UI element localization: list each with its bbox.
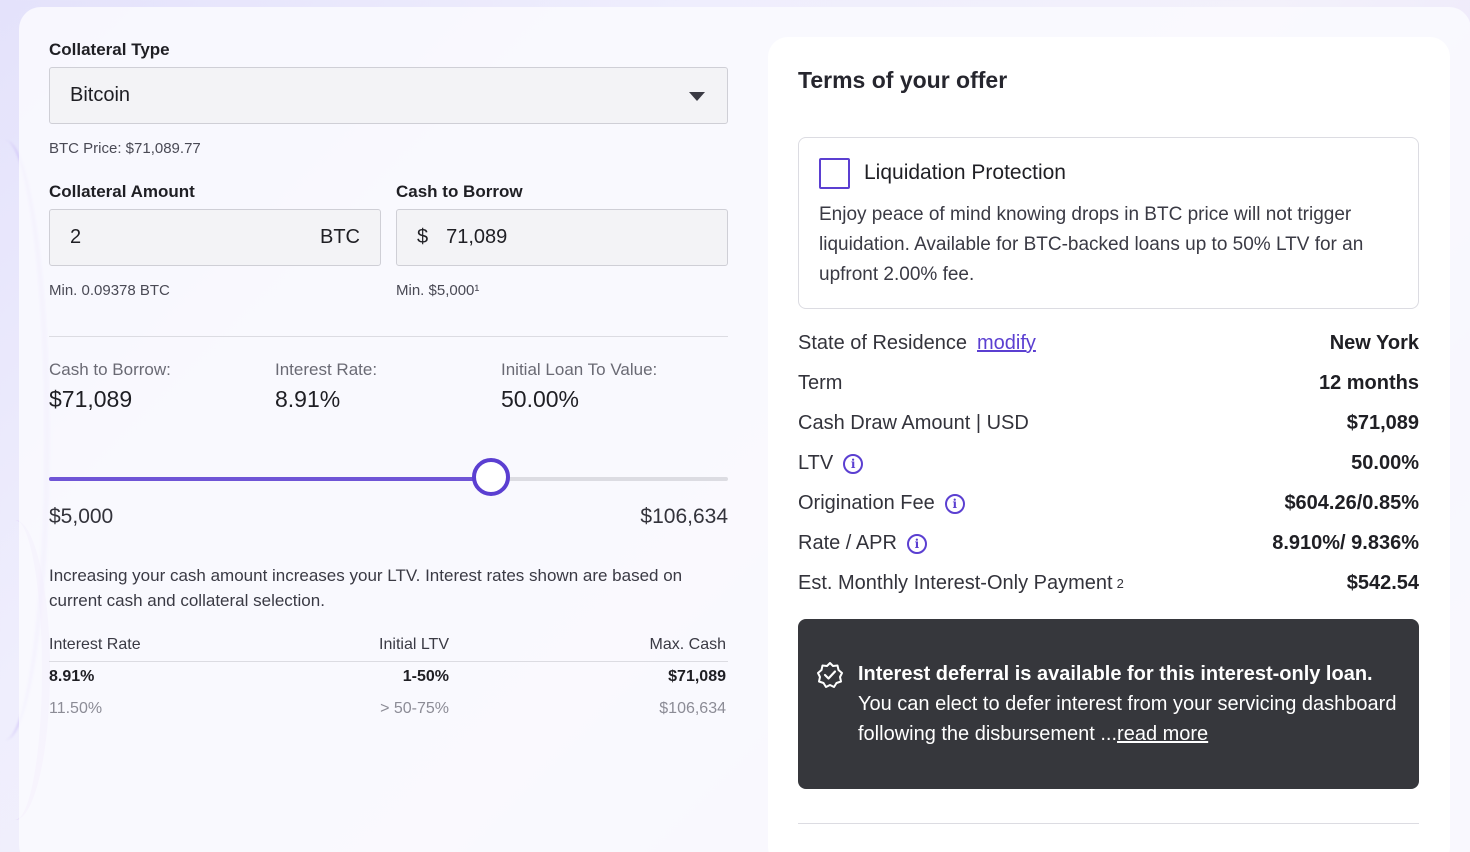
- row1-ltv: 1-50%: [402, 668, 449, 685]
- monthly-label: Est. Monthly Interest-Only Payment: [798, 572, 1113, 594]
- slider-max-label: $106,634: [640, 505, 728, 528]
- deferral-headline: Interest deferral is available for this …: [858, 663, 1373, 685]
- collateral-min-note: Min. 0.09378 BTC: [49, 282, 170, 299]
- liquidation-protection-checkbox[interactable]: [819, 158, 850, 189]
- term-label: Term: [798, 372, 843, 394]
- collateral-amount-input[interactable]: 2 BTC: [49, 209, 381, 266]
- info-circle-icon[interactable]: i: [843, 453, 864, 474]
- collateral-amount-label: Collateral Amount: [49, 182, 195, 201]
- cash-to-borrow-label: Cash to Borrow: [396, 182, 523, 201]
- bottom-divider: [798, 823, 1419, 824]
- liquidation-protection-title: Liquidation Protection: [864, 161, 1066, 184]
- rate-table: Interest Rate Initial LTV Max. Cash 8.91…: [49, 630, 728, 726]
- term-row-term: Term 12 months: [798, 372, 1419, 402]
- cash-min-note: Min. $5,000¹: [396, 282, 480, 299]
- cash-slider-fill: [49, 477, 491, 481]
- term-row-origination: Origination Fee i $604.26/0.85%: [798, 492, 1419, 522]
- currency-symbol: $: [417, 226, 429, 248]
- term-row-ltv: LTV i 50.00%: [798, 452, 1419, 482]
- cash-to-borrow-value: 71,089: [446, 226, 508, 248]
- deferral-body: You can elect to defer interest from you…: [858, 693, 1397, 745]
- row2-rate: 11.50%: [49, 700, 103, 717]
- offer-terms-card: Terms of your offer Liquidation Protecti…: [768, 37, 1450, 852]
- table-header-row: Interest Rate Initial LTV Max. Cash: [49, 630, 728, 662]
- rate-apr-label: Rate / APR: [798, 532, 897, 554]
- residence-value: New York: [1329, 332, 1419, 354]
- collateral-type-select[interactable]: Bitcoin: [49, 67, 728, 124]
- collateral-amount-value: 2: [70, 226, 82, 248]
- row1-rate: 8.91%: [49, 668, 95, 685]
- ltv-explanation: Increasing your cash amount increases yo…: [49, 566, 683, 610]
- header-max-cash: Max. Cash: [649, 636, 726, 653]
- summary-rate-value: 8.91%: [275, 386, 341, 412]
- liquidation-protection-description: Enjoy peace of mind knowing drops in BTC…: [819, 204, 1364, 285]
- origination-label: Origination Fee: [798, 492, 935, 514]
- info-circle-icon[interactable]: i: [906, 533, 927, 554]
- cash-slider-thumb[interactable]: [472, 458, 510, 496]
- caret-down-icon: [689, 92, 705, 101]
- collateral-type-label: Collateral Type: [49, 40, 170, 59]
- table-row: 8.91% 1-50% $71,089: [49, 662, 728, 694]
- term-row-cash-draw: Cash Draw Amount | USD $71,089: [798, 412, 1419, 442]
- section-divider: [49, 336, 728, 337]
- cash-draw-value: $71,089: [1346, 412, 1419, 434]
- summary-cash-label: Cash to Borrow:: [49, 360, 171, 379]
- offer-title: Terms of your offer: [798, 67, 1008, 93]
- term-row-residence: State of Residence modify New York: [798, 332, 1419, 362]
- summary-rate-label: Interest Rate:: [275, 360, 378, 379]
- row2-ltv: > 50-75%: [380, 700, 449, 717]
- ltv-value: 50.00%: [1351, 452, 1419, 474]
- header-initial-ltv: Initial LTV: [379, 636, 449, 653]
- liquidation-protection-box: Liquidation Protection Enjoy peace of mi…: [798, 137, 1419, 309]
- header-interest-rate: Interest Rate: [49, 636, 141, 653]
- origination-value: $604.26/0.85%: [1284, 492, 1419, 514]
- interest-deferral-notice: Interest deferral is available for this …: [798, 619, 1419, 789]
- table-row: 11.50% > 50-75% $106,634: [49, 694, 728, 726]
- monthly-footnote: 2: [1116, 576, 1124, 591]
- btc-price-note: BTC Price: $71,089.77: [49, 140, 201, 157]
- row1-max-cash: $71,089: [668, 668, 726, 685]
- term-value: 12 months: [1318, 372, 1419, 394]
- row2-max-cash: $106,634: [659, 700, 726, 717]
- summary-ltv-value: 50.00%: [501, 386, 580, 412]
- info-circle-icon[interactable]: i: [944, 493, 965, 514]
- summary-ltv-label: Initial Loan To Value:: [501, 360, 658, 379]
- verified-badge-icon: [817, 662, 843, 688]
- term-row-monthly: Est. Monthly Interest-Only Payment 2 $54…: [798, 572, 1419, 602]
- slider-min-label: $5,000: [49, 505, 114, 528]
- modify-residence-link[interactable]: modify: [977, 332, 1036, 354]
- monthly-value: $542.54: [1346, 572, 1419, 594]
- residence-label: State of Residence: [798, 332, 967, 354]
- cash-draw-label: Cash Draw Amount | USD: [798, 412, 1029, 434]
- collateral-type-value: Bitcoin: [70, 84, 131, 106]
- cash-to-borrow-input[interactable]: $ 71,089: [396, 209, 728, 266]
- rate-apr-value: 8.910%/ 9.836%: [1272, 532, 1419, 554]
- read-more-link[interactable]: read more: [1117, 723, 1209, 745]
- deferral-text: Interest deferral is available for this …: [858, 659, 1403, 749]
- collateral-unit: BTC: [320, 226, 360, 248]
- summary-cash-value: $71,089: [49, 386, 133, 412]
- ltv-label: LTV: [798, 452, 834, 474]
- term-row-rate-apr: Rate / APR i 8.910%/ 9.836%: [798, 532, 1419, 562]
